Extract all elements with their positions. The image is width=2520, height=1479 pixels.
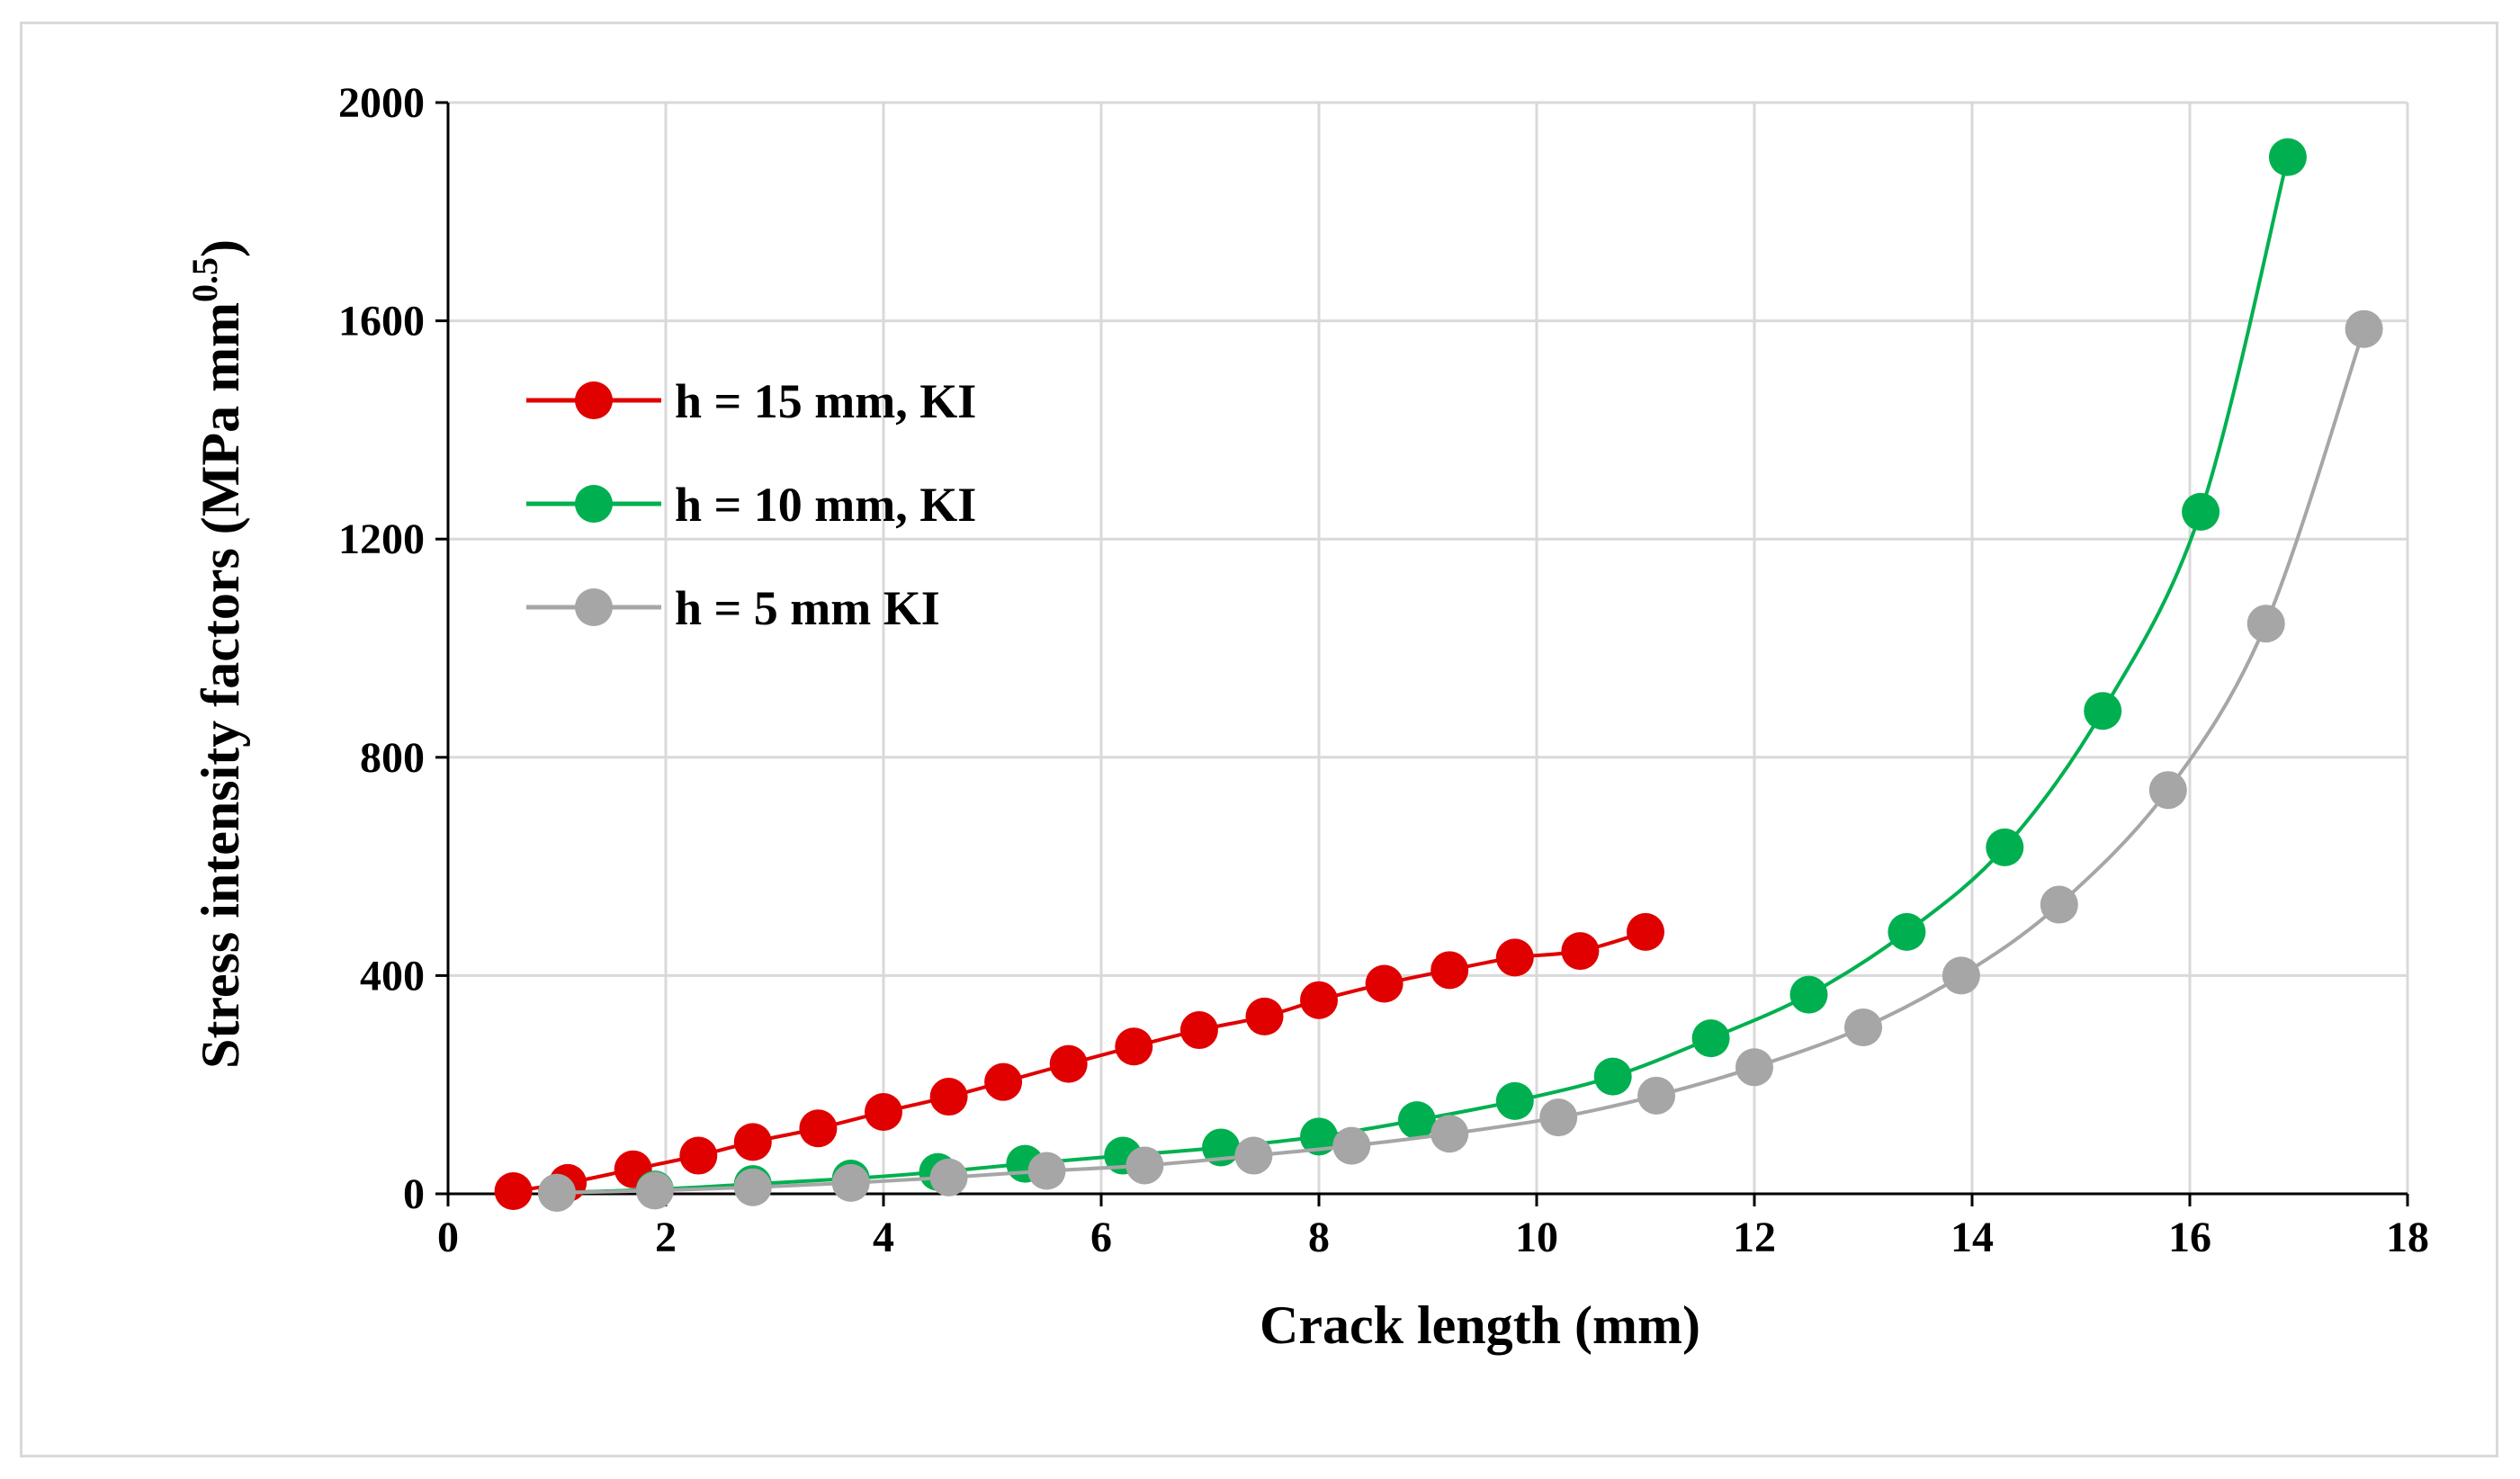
series-0-point bbox=[1300, 981, 1338, 1019]
series-0-point bbox=[494, 1171, 533, 1210]
series-2-point bbox=[1637, 1076, 1676, 1115]
series-0 bbox=[494, 912, 1664, 1210]
x-tick-label: 18 bbox=[2386, 1214, 2429, 1261]
grid-lines bbox=[448, 101, 2409, 1194]
legend-h10-label: h = 10 mm, KI bbox=[675, 478, 976, 532]
series-2-point bbox=[1844, 1008, 1882, 1047]
x-tick-label: 4 bbox=[873, 1214, 894, 1261]
y-tick-label: 800 bbox=[360, 734, 425, 782]
x-tick-label: 12 bbox=[1733, 1214, 1776, 1261]
legend-h15-marker bbox=[575, 381, 613, 419]
y-tick-label: 2000 bbox=[338, 79, 425, 127]
legend-h10-marker bbox=[575, 485, 613, 523]
series-2 bbox=[538, 309, 2383, 1212]
y-tick-label: 400 bbox=[360, 952, 425, 999]
series-2-point bbox=[2148, 771, 2187, 810]
series-2-point bbox=[1735, 1048, 1773, 1087]
series-2-point bbox=[1125, 1146, 1164, 1185]
series-2-point bbox=[1332, 1126, 1371, 1165]
legend-h5-marker bbox=[575, 588, 613, 626]
y-tick-label: 1600 bbox=[338, 298, 425, 345]
y-axis-title-suffix: ) bbox=[191, 239, 250, 257]
series-2-point bbox=[831, 1163, 870, 1202]
series-0-point bbox=[865, 1093, 902, 1132]
series-1 bbox=[538, 138, 2307, 1212]
x-tick-label: 2 bbox=[655, 1214, 677, 1261]
legend-h15-label: h = 15 mm, KI bbox=[675, 374, 976, 428]
legend: h = 15 mm, KI h = 10 mm, KI h = 5 mm KI bbox=[526, 374, 976, 635]
series-0-point bbox=[1430, 951, 1469, 990]
series-2-point bbox=[538, 1173, 576, 1212]
series-1-point bbox=[1986, 828, 2024, 866]
x-tick-label: 6 bbox=[1090, 1214, 1112, 1261]
x-tick-label: 8 bbox=[1308, 1214, 1330, 1261]
chart-frame: 0 2 4 6 8 10 12 14 16 18 0 400 800 1200 1600 2000 Crack… bbox=[20, 22, 2498, 1457]
series-2-line bbox=[556, 328, 2366, 1195]
series-0-point bbox=[984, 1062, 1023, 1101]
series-1-point bbox=[2084, 692, 2122, 731]
y-axis-title: Stress intensity factors (MPa mm0.5) bbox=[184, 239, 250, 1069]
series-1-point bbox=[2182, 492, 2220, 531]
y-axis-title-superscript: 0.5 bbox=[184, 257, 225, 302]
series-1-point bbox=[1593, 1057, 1632, 1096]
series-0-point bbox=[1627, 912, 1664, 951]
y-axis-title-main: Stress intensity factors (MPa mm bbox=[191, 302, 250, 1069]
series-2-point bbox=[1539, 1098, 1578, 1137]
series-0-point bbox=[1245, 997, 1284, 1035]
y-tick-label: 0 bbox=[403, 1170, 425, 1218]
x-axis-title: Crack length (mm) bbox=[1260, 1295, 1700, 1355]
series-2-point bbox=[1942, 956, 1980, 995]
series-0-point bbox=[1179, 1011, 1218, 1050]
plot-axes bbox=[435, 101, 2409, 1206]
x-tick-label: 10 bbox=[1515, 1214, 1558, 1261]
legend-item-h15: h = 15 mm, KI bbox=[526, 374, 976, 428]
series-2-point bbox=[2040, 885, 2078, 924]
x-tick-label: 0 bbox=[437, 1214, 459, 1261]
series-2-point bbox=[2246, 605, 2285, 643]
series-2-point bbox=[733, 1168, 772, 1206]
legend-item-h5: h = 5 mm KI bbox=[526, 581, 940, 635]
series-0-point bbox=[799, 1109, 838, 1148]
x-tick-label: 14 bbox=[1951, 1214, 1994, 1261]
series-2-point bbox=[635, 1171, 674, 1210]
series-1-point bbox=[1789, 975, 1828, 1014]
series-0-point bbox=[733, 1123, 772, 1161]
series-1-point bbox=[1888, 912, 1926, 951]
series-0-point bbox=[1049, 1044, 1088, 1083]
series-0-point bbox=[1115, 1027, 1153, 1066]
series-0-point bbox=[929, 1078, 968, 1116]
series-1-point bbox=[1300, 1117, 1338, 1156]
legend-h5-label: h = 5 mm KI bbox=[675, 581, 940, 635]
series-1-point bbox=[2268, 138, 2307, 176]
tick-labels: 0 2 4 6 8 10 12 14 16 18 0 400 800 1200 1600 2000 bbox=[338, 79, 2429, 1261]
data-series bbox=[494, 138, 2383, 1212]
series-2-point bbox=[1027, 1152, 1066, 1190]
x-tick-label: 16 bbox=[2168, 1214, 2211, 1261]
chart-canvas: 0 2 4 6 8 10 12 14 16 18 0 400 800 1200 1600 2000 Crack… bbox=[184, 79, 2429, 1355]
series-2-point bbox=[1430, 1115, 1469, 1153]
series-1-point bbox=[1495, 1081, 1534, 1120]
series-0-point bbox=[1495, 938, 1534, 977]
series-2-point bbox=[929, 1158, 968, 1197]
series-2-point bbox=[1234, 1136, 1273, 1175]
series-1-point bbox=[1691, 1019, 1730, 1058]
series-2-point bbox=[2345, 309, 2383, 348]
y-tick-label: 1200 bbox=[338, 515, 425, 563]
legend-item-h10: h = 10 mm, KI bbox=[526, 478, 976, 532]
series-1-point bbox=[1397, 1101, 1436, 1140]
series-0-point bbox=[679, 1136, 718, 1175]
series-1-line bbox=[556, 157, 2290, 1195]
series-0-point bbox=[1561, 932, 1600, 971]
series-0-point bbox=[1365, 964, 1403, 1003]
